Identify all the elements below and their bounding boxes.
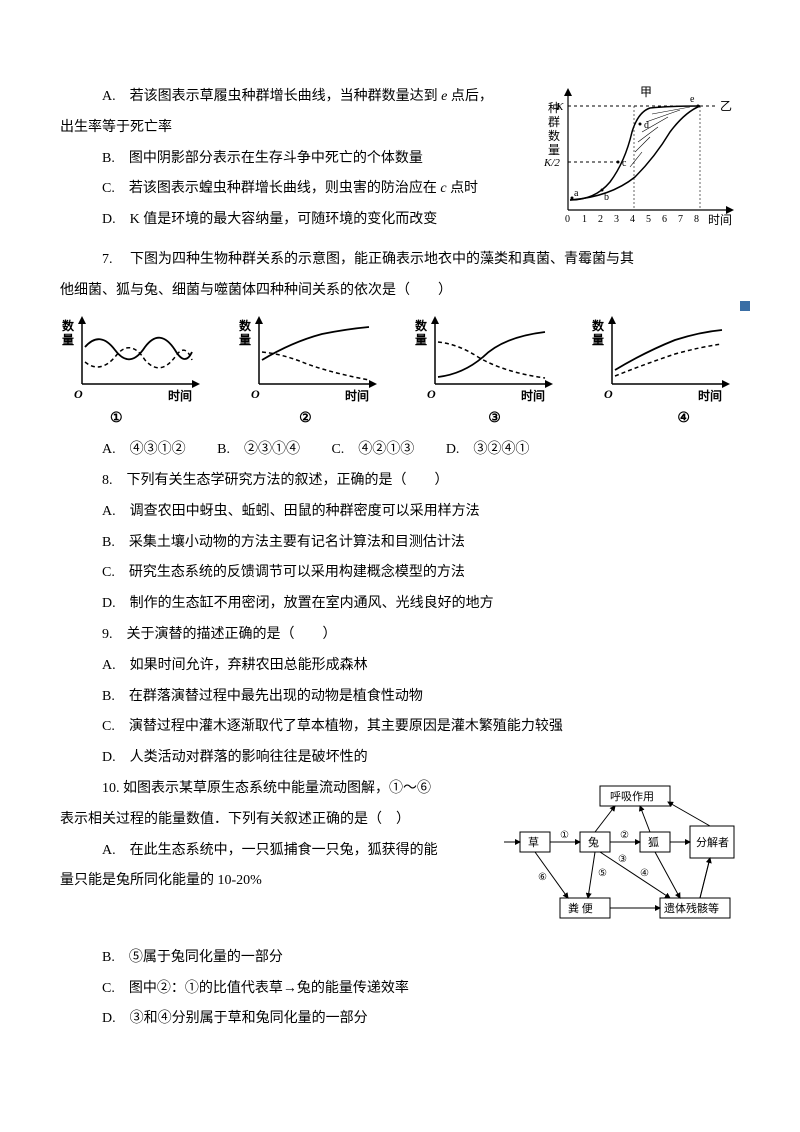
q8-b: B. 采集土壤小动物的方法主要有记名计算法和目测估计法 [60, 528, 740, 559]
q8-a: A. 调查农田中蚜虫、蚯蚓、田鼠的种群密度可以采用样方法 [60, 497, 740, 528]
q9-c: C. 演替过程中灌木逐渐取代了草本植物，其主要原因是灌木繁殖能力较强 [60, 712, 740, 743]
q10-a-1: A. 在此生态系统中，一只狐捕食一只兔，狐获得的能 [60, 836, 740, 867]
svg-text:时间: 时间 [521, 388, 545, 402]
chart-label-1: ① [110, 404, 123, 435]
svg-text:量: 量 [415, 333, 427, 347]
chart-3: 数 量 O 时间 [413, 312, 563, 402]
q10-b: B. ⑤属于兔同化量的一部分 [60, 943, 740, 974]
q7-charts-row: 数 量 O 时间 数 量 O 时间 [60, 306, 740, 404]
q7-opt-c: C. ④②①③ [331, 442, 414, 457]
q8-stem: 8. 下列有关生态学研究方法的叙述，正确的是（ ） [60, 466, 740, 497]
q9-d: D. 人类活动对群落的影响往往是破坏性的 [60, 743, 740, 774]
q6-option-a: A. 若该图表示草履虫种群增长曲线，当种群数量达到 e 点后， [60, 82, 740, 113]
q6-option-c: C. 若该图表示蝗虫种群增长曲线，则虫害的防治应在 c 点时 [60, 174, 740, 205]
q7-opt-b: B. ②③①④ [217, 442, 300, 457]
chart-1: 数 量 O 时间 [60, 312, 210, 402]
q7-opt-d: D. ③②④① [446, 442, 530, 457]
svg-text:数: 数 [592, 318, 605, 333]
exam-page: 种 群 数 量 0 1 2 3 4 5 6 7 8 时间 K K/2 [0, 0, 800, 1075]
q7-stem-1: 7. 下图为四种生物种群关系的示意图，能正确表示地衣中的藻类和真菌、青霉菌与其 [60, 245, 740, 276]
chart-label-2: ② [299, 404, 312, 435]
svg-text:O: O [251, 387, 260, 401]
q7-options: A. ④③①② B. ②③①④ C. ④②①③ D. ③②④① [60, 435, 740, 466]
svg-text:O: O [427, 387, 436, 401]
q8-d: D. 制作的生态缸不用密闭，放置在室内通风、光线良好的地方 [60, 589, 740, 620]
q10-stem-1: 10. 如图表示某草原生态系统中能量流动图解，①～⑥ [60, 774, 740, 805]
q7-stem-2: 他细菌、狐与兔、细菌与噬菌体四种种间关系的依次是（ ） [60, 276, 740, 307]
q7-chart-labels: ① ② ③ ④ [60, 404, 740, 435]
chart-4: 数 量 O 时间 [590, 312, 740, 402]
q10-a-2: 量只能是兔所同化能量的 10-20% [60, 866, 740, 897]
q7-opt-a: A. ④③①② [102, 442, 186, 457]
svg-text:量: 量 [239, 333, 251, 347]
q9-stem: 9. 关于演替的描述正确的是（ ） [60, 620, 740, 651]
q6-option-b: B. 图中阴影部分表示在生存斗争中死亡的个体数量 [60, 144, 740, 175]
q6-option-d: D. K 值是环境的最大容纳量，可随环境的变化而改变 [60, 205, 740, 236]
q8-c: C. 研究生态系统的反馈调节可以采用构建概念模型的方法 [60, 558, 740, 589]
svg-text:量: 量 [592, 333, 604, 347]
svg-text:时间: 时间 [345, 388, 369, 402]
q6-option-a-cont: 出生率等于死亡率 [60, 113, 740, 144]
svg-text:遗体残骸等: 遗体残骸等 [664, 901, 719, 915]
chart-label-3: ③ [488, 404, 501, 435]
svg-text:粪 便: 粪 便 [568, 901, 593, 915]
svg-text:时间: 时间 [698, 388, 722, 402]
svg-text:时间: 时间 [168, 388, 192, 402]
chart-2: 数 量 O 时间 [237, 312, 387, 402]
svg-text:数: 数 [62, 318, 75, 333]
q10-d: D. ③和④分别属于草和兔同化量的一部分 [60, 1004, 740, 1035]
q10-c: C. 图中②：①的比值代表草→兔的能量传递效率 [60, 974, 740, 1005]
q9-b: B. 在群落演替过程中最先出现的动物是植食性动物 [60, 682, 740, 713]
svg-text:O: O [74, 387, 83, 401]
blue-marker [740, 301, 750, 311]
svg-text:数: 数 [415, 318, 428, 333]
svg-text:O: O [604, 387, 613, 401]
q10-stem-2: 表示相关过程的能量数值．下列有关叙述正确的是（ ） [60, 805, 740, 836]
q9-a: A. 如果时间允许，弃耕农田总能形成森林 [60, 651, 740, 682]
svg-text:量: 量 [62, 333, 74, 347]
chart-label-4: ④ [677, 404, 690, 435]
svg-text:数: 数 [239, 318, 252, 333]
